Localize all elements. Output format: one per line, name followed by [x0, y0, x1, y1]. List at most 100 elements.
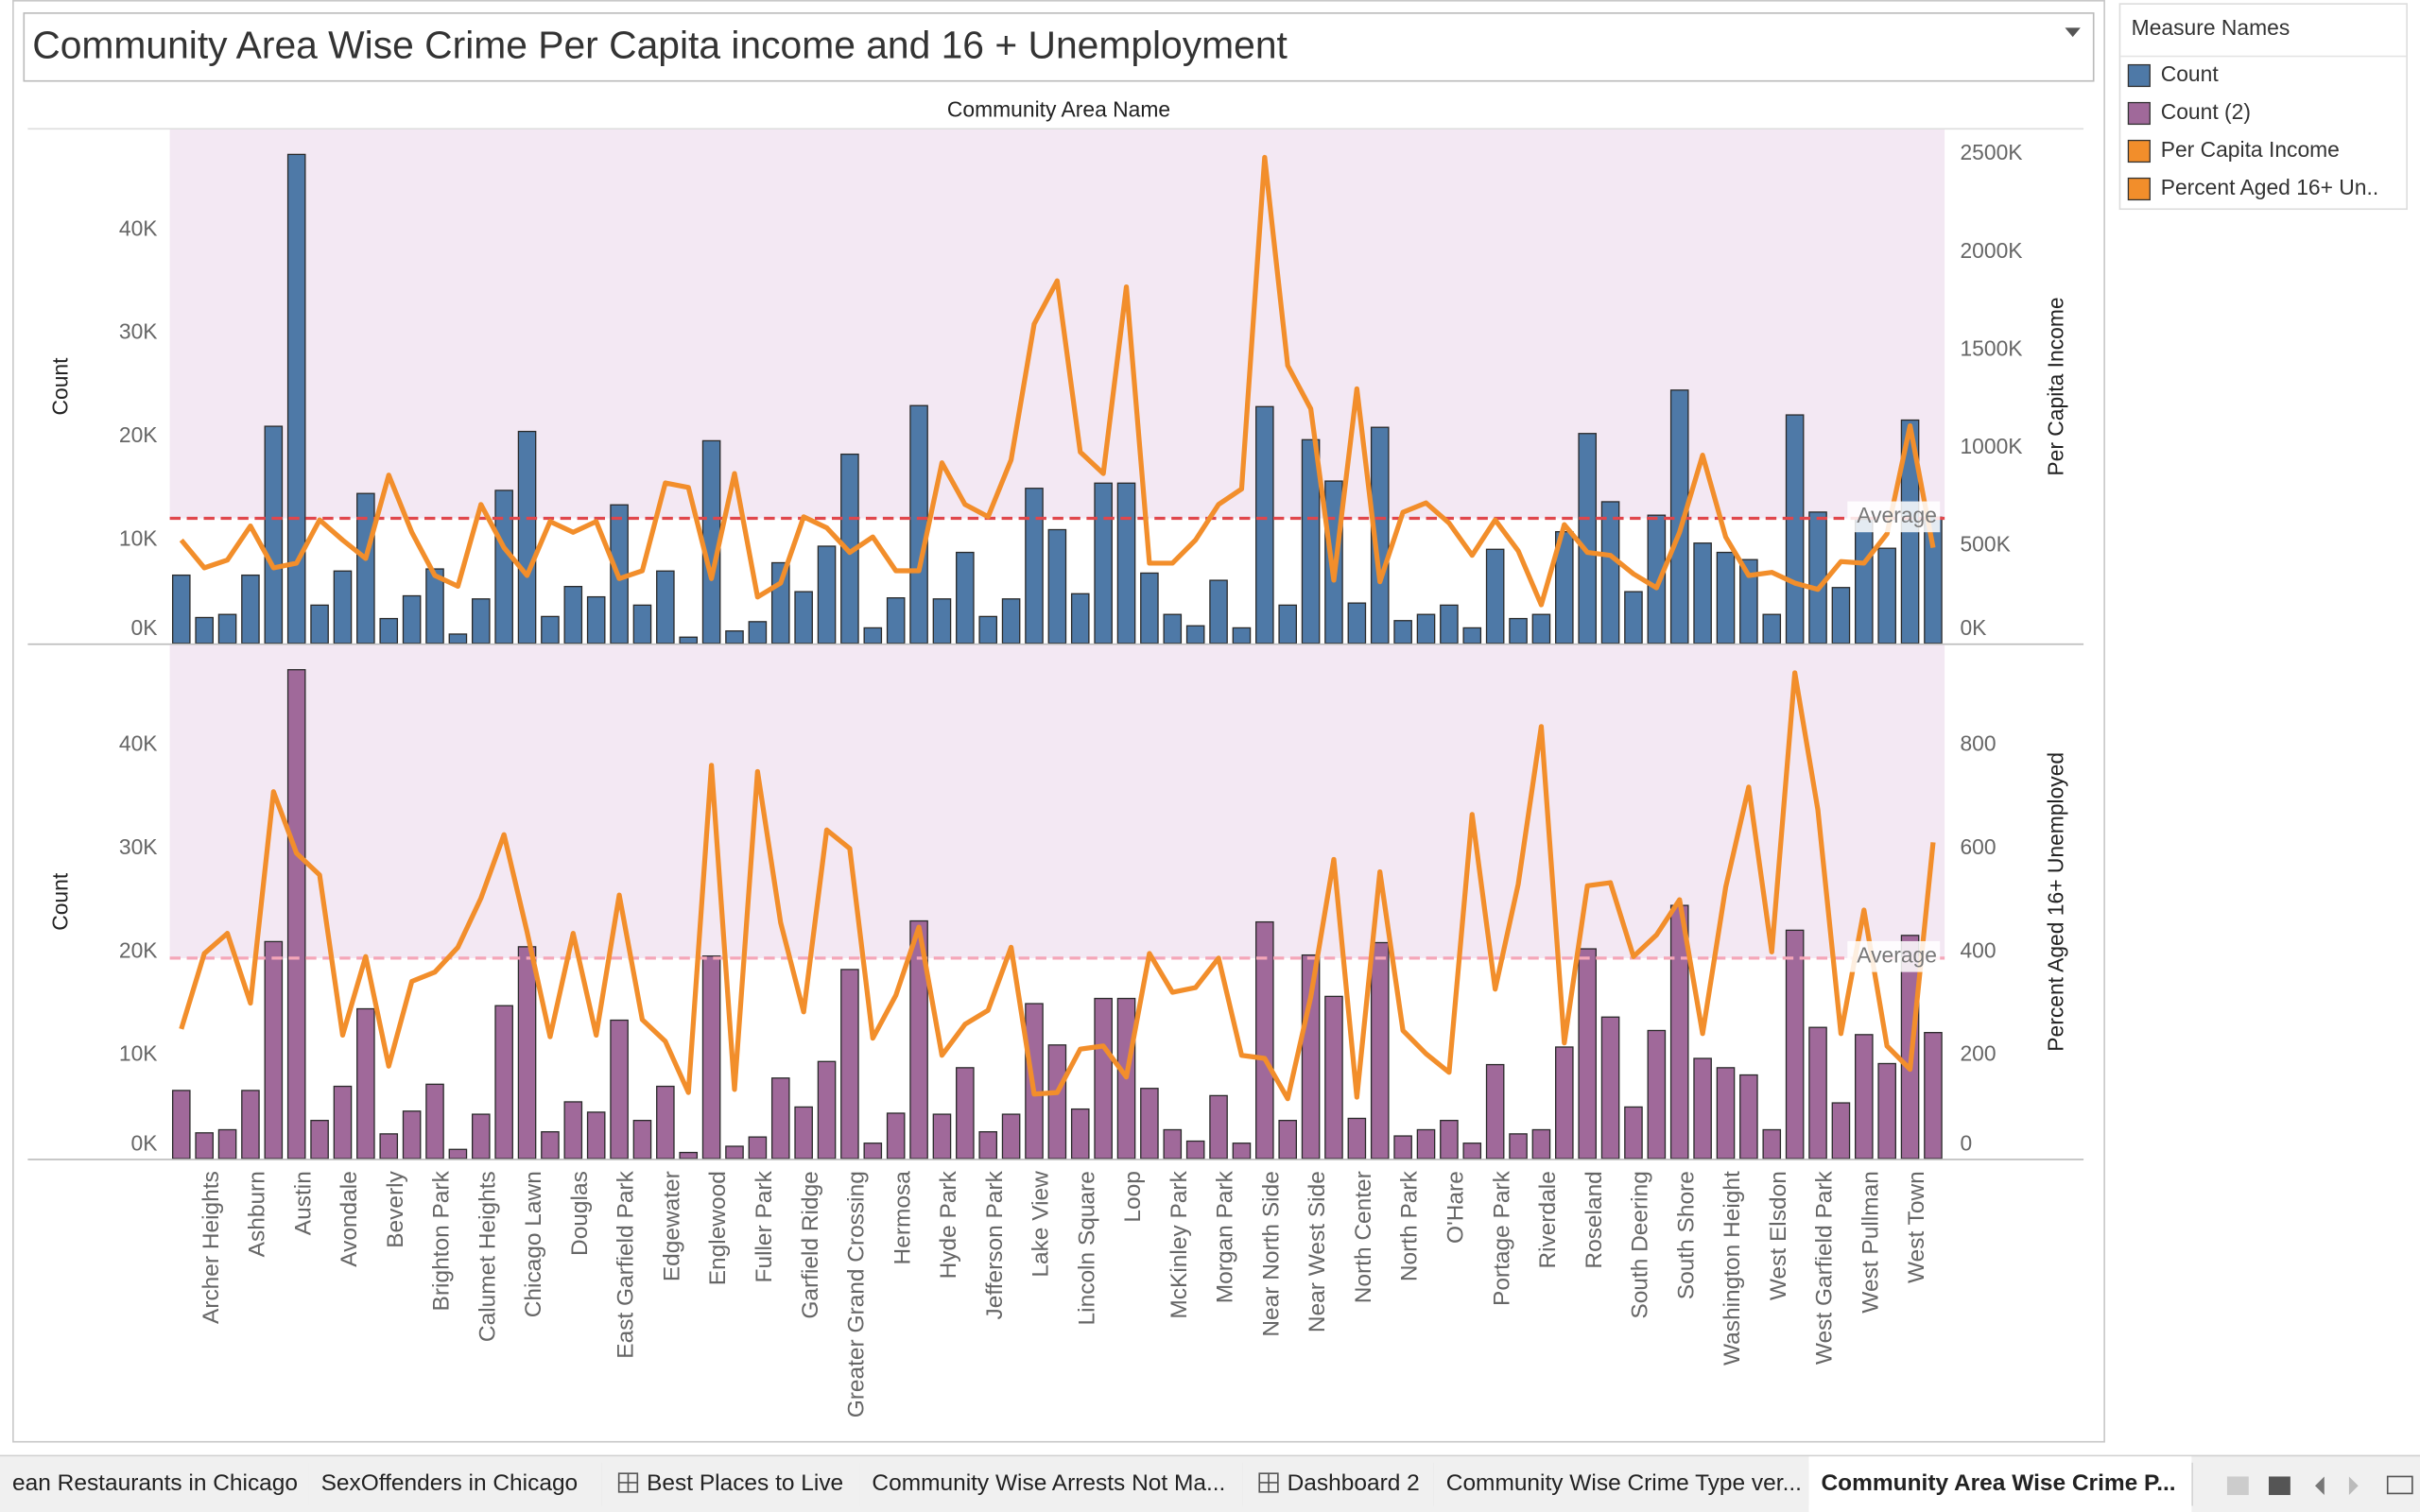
y2-tick-label: 200	[1960, 1041, 1996, 1066]
y-tick-label: 40K	[119, 731, 158, 756]
bar	[1163, 1128, 1183, 1160]
bar	[632, 1119, 652, 1160]
bar	[1440, 604, 1459, 644]
tab-bg	[1808, 1456, 2192, 1512]
x-tick-label: Morgan Park	[1213, 1170, 1238, 1303]
tab[interactable]: SexOffenders in Chicago	[308, 1456, 604, 1512]
x-tick-label: Roseland	[1582, 1171, 1607, 1268]
bar	[241, 1090, 260, 1160]
bar	[770, 561, 790, 644]
bar	[286, 153, 306, 644]
bar	[379, 1133, 399, 1160]
bar	[886, 597, 906, 644]
bar	[886, 1112, 906, 1160]
x-tick-label: Loop	[1120, 1171, 1146, 1222]
x-tick-label: McKinley Park	[1167, 1170, 1192, 1318]
tab[interactable]: Community Wise Crime Type ver...	[1433, 1456, 1811, 1512]
bar	[333, 570, 353, 644]
y-tick-label: 10K	[119, 525, 158, 550]
x-tick-label: Lincoln Square	[1074, 1171, 1099, 1325]
y2-tick-label: 1000K	[1960, 434, 2022, 458]
bar	[1185, 1140, 1205, 1160]
x-tick-label: Chicago Lawn	[521, 1171, 546, 1317]
y2-tick-label: 2500K	[1960, 140, 2022, 164]
bar	[1855, 1034, 1874, 1160]
bar	[310, 604, 329, 644]
bar	[563, 1101, 583, 1160]
tab-label: Best Places to Live	[647, 1470, 843, 1496]
tab[interactable]: Community Area Wise Crime P...	[1808, 1456, 2193, 1512]
bar	[1094, 997, 1113, 1160]
x-tick-label: Fuller Park	[752, 1170, 777, 1282]
reference-label-bg	[1847, 940, 1941, 972]
legend-label: Per Capita Income	[2161, 137, 2340, 162]
bar	[1808, 511, 1827, 644]
bar	[794, 1106, 813, 1160]
bar	[217, 1128, 237, 1160]
bar	[1163, 613, 1183, 644]
bar	[541, 1131, 560, 1160]
bar	[1094, 482, 1113, 644]
bar	[425, 1083, 444, 1160]
y2-tick-label: 500K	[1960, 531, 2010, 556]
bar	[610, 1019, 629, 1160]
bar	[494, 490, 513, 644]
bar	[1762, 1128, 1782, 1160]
bar	[1232, 627, 1252, 644]
bar	[1693, 1057, 1712, 1160]
y-tick-label: 0K	[131, 615, 158, 640]
bar	[863, 627, 883, 644]
bar	[494, 1005, 513, 1160]
bar	[656, 570, 675, 644]
bar	[1209, 1094, 1228, 1160]
y2-axis-label: Percent Aged 16+ Unemployed	[2043, 752, 2067, 1052]
worksheet-frame	[12, 0, 2105, 1443]
legend-swatch	[2127, 177, 2151, 201]
bar	[679, 1151, 699, 1160]
bar	[1831, 1102, 1851, 1160]
bar	[563, 585, 583, 644]
y2-tick-label: 1500K	[1960, 335, 2022, 360]
tab[interactable]: Community Wise Arrests Not Ma...	[859, 1456, 1244, 1512]
bar	[1600, 501, 1620, 644]
y-tick-label: 0K	[131, 1130, 158, 1155]
y-tick-label: 30K	[119, 319, 158, 344]
bar	[425, 568, 444, 644]
bar	[217, 613, 237, 644]
bar	[286, 669, 306, 1160]
x-tick-label: Greater Grand Crossing	[844, 1171, 870, 1418]
bar	[1255, 405, 1274, 644]
bar	[1347, 602, 1367, 644]
bar	[1001, 1113, 1021, 1160]
tab-navigation	[2226, 1475, 2413, 1496]
bar	[1232, 1143, 1252, 1160]
y-tick-label: 30K	[119, 834, 158, 859]
tab-bg	[601, 1456, 860, 1512]
legend-swatch	[2127, 101, 2151, 126]
y2-tick-label: 0	[1960, 1130, 1972, 1155]
bar	[1785, 414, 1805, 644]
tab[interactable]: Dashboard 2	[1242, 1456, 1436, 1512]
bar	[586, 1111, 606, 1160]
bar	[1509, 1133, 1528, 1160]
bar	[171, 574, 191, 644]
x-tick-label: East Garfield Park	[614, 1170, 639, 1358]
bar	[1693, 542, 1712, 644]
bar	[1070, 1108, 1090, 1160]
x-tick-label: West Garfield Park	[1812, 1170, 1838, 1365]
bar	[333, 1085, 353, 1160]
dropdown-arrow[interactable]	[2065, 27, 2081, 38]
title-box[interactable]	[23, 12, 2095, 82]
bar	[840, 969, 859, 1160]
bar	[1393, 620, 1412, 644]
tab[interactable]: Best Places to Live	[601, 1456, 862, 1512]
bar	[1600, 1016, 1620, 1160]
y2-tick-label: 400	[1960, 937, 1996, 962]
bar	[1877, 1062, 1896, 1160]
bar	[1462, 1143, 1482, 1160]
tab[interactable]: ean Restaurants in Chicago	[0, 1456, 311, 1512]
tab-icon	[1258, 1472, 1279, 1493]
bar	[1831, 587, 1851, 644]
bar	[171, 1090, 191, 1160]
bar	[978, 1131, 998, 1160]
